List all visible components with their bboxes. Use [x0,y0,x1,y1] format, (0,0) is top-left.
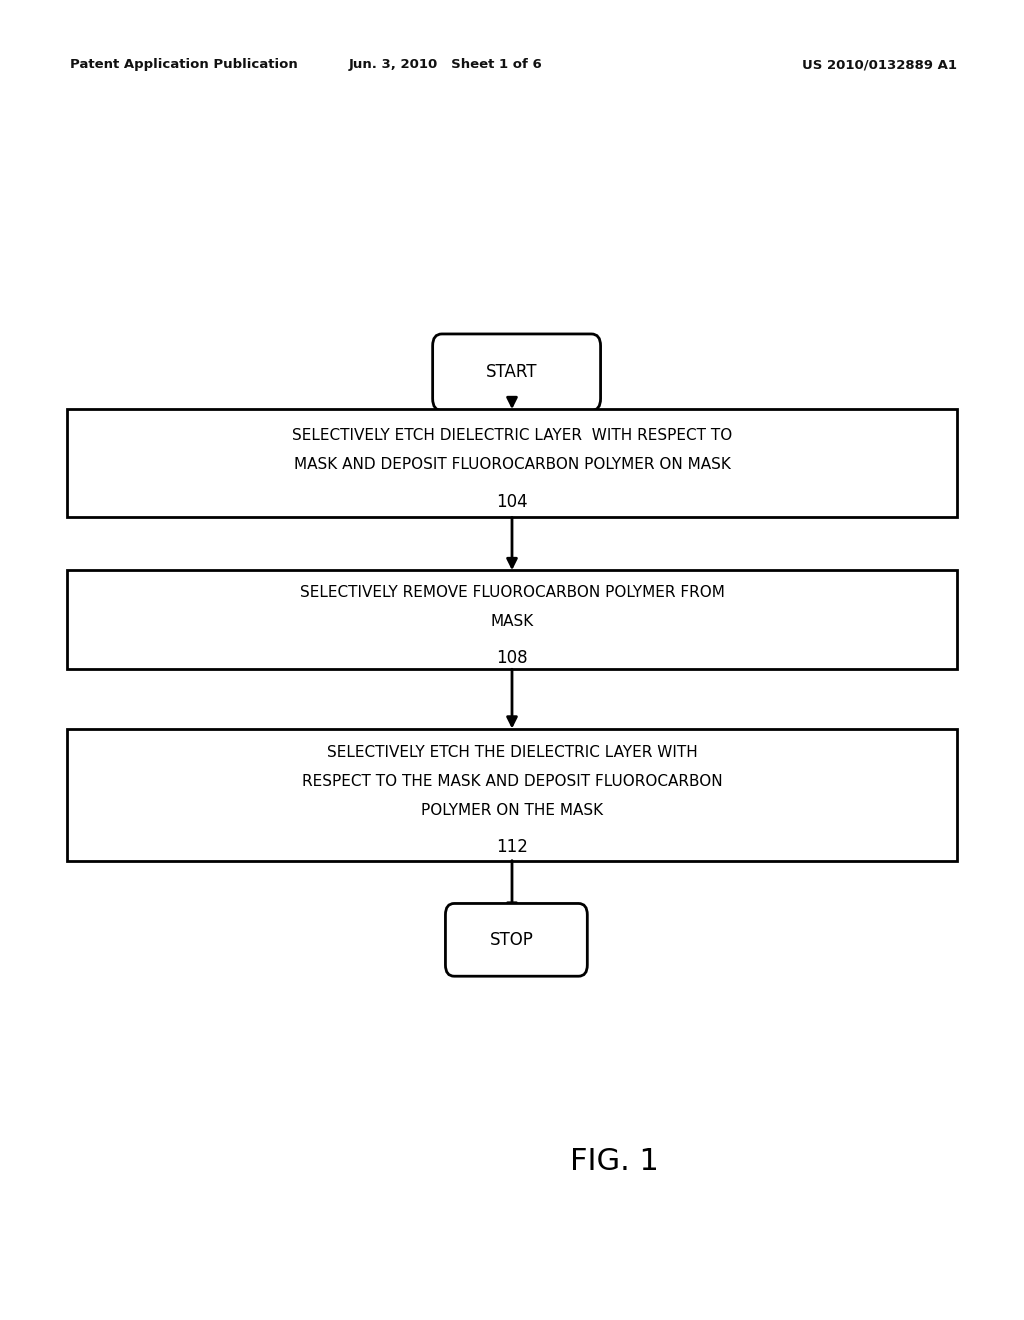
Text: MASK: MASK [490,614,534,628]
FancyBboxPatch shape [445,903,588,977]
Text: START: START [486,363,538,381]
Text: US 2010/0132889 A1: US 2010/0132889 A1 [803,58,957,71]
Text: FIG. 1: FIG. 1 [570,1147,658,1176]
Text: POLYMER ON THE MASK: POLYMER ON THE MASK [421,803,603,818]
Text: RESPECT TO THE MASK AND DEPOSIT FLUOROCARBON: RESPECT TO THE MASK AND DEPOSIT FLUOROCA… [302,774,722,789]
Text: MASK AND DEPOSIT FLUOROCARBON POLYMER ON MASK: MASK AND DEPOSIT FLUOROCARBON POLYMER ON… [294,457,730,473]
Text: Jun. 3, 2010   Sheet 1 of 6: Jun. 3, 2010 Sheet 1 of 6 [348,58,543,71]
Text: 108: 108 [497,649,527,667]
FancyBboxPatch shape [432,334,600,411]
Bar [67,409,957,517]
Text: Patent Application Publication: Patent Application Publication [70,58,297,71]
Text: 104: 104 [497,492,527,511]
Text: 112: 112 [496,838,528,857]
Bar [67,570,957,669]
Bar [67,729,957,861]
Text: SELECTIVELY REMOVE FLUOROCARBON POLYMER FROM: SELECTIVELY REMOVE FLUOROCARBON POLYMER … [300,585,724,599]
Text: STOP: STOP [490,931,534,949]
Text: SELECTIVELY ETCH THE DIELECTRIC LAYER WITH: SELECTIVELY ETCH THE DIELECTRIC LAYER WI… [327,744,697,760]
Text: SELECTIVELY ETCH DIELECTRIC LAYER  WITH RESPECT TO: SELECTIVELY ETCH DIELECTRIC LAYER WITH R… [292,428,732,444]
